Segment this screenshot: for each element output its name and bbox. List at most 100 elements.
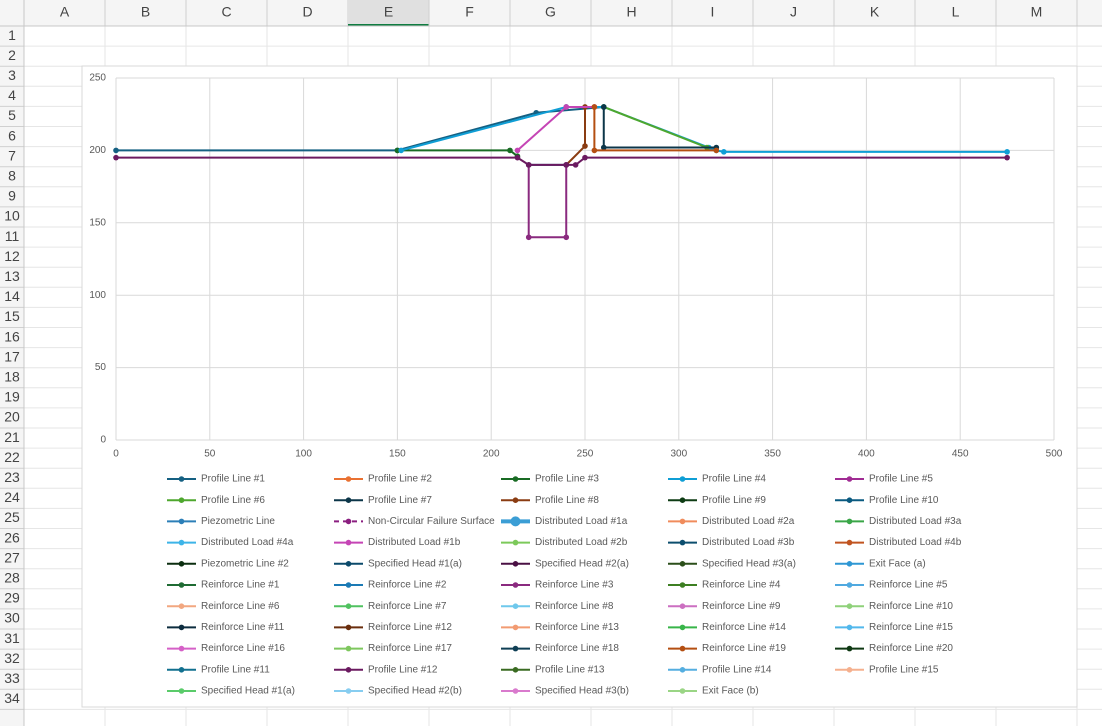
legend-label[interactable]: Distributed Load #4b [869,537,962,548]
column-header[interactable]: B [141,4,150,20]
legend-label[interactable]: Profile Line #13 [535,664,605,675]
column-header[interactable]: A [60,4,70,20]
column-header[interactable]: J [790,4,797,20]
legend-label[interactable]: Distributed Load #1b [368,537,461,548]
legend-label[interactable]: Non-Circular Failure Surface [368,516,495,527]
legend-label[interactable]: Reinforce Line #12 [368,622,452,633]
row-header[interactable]: 8 [8,167,16,183]
row-header[interactable]: 11 [5,228,20,244]
row-header[interactable]: 30 [4,610,20,626]
column-header[interactable]: F [465,4,474,20]
legend-label[interactable]: Profile Line #14 [702,664,772,675]
legend-label[interactable]: Profile Line #2 [368,474,432,485]
row-header[interactable]: 13 [4,268,20,284]
legend-label[interactable]: Reinforce Line #5 [869,580,948,591]
legend-label[interactable]: Specified Head #3(b) [535,686,629,697]
legend-label[interactable]: Reinforce Line #16 [201,643,285,654]
legend-label[interactable]: Reinforce Line #19 [702,643,786,654]
legend-label[interactable]: Specified Head #2(a) [535,558,629,569]
legend-label[interactable]: Reinforce Line #8 [535,601,614,612]
row-header[interactable]: 23 [4,469,20,485]
column-header[interactable]: H [626,4,636,20]
column-header[interactable]: E [384,4,393,20]
row-header[interactable]: 32 [4,650,20,666]
legend-label[interactable]: Distributed Load #4a [201,537,294,548]
legend-label[interactable]: Reinforce Line #20 [869,643,953,654]
row-header[interactable]: 15 [4,308,20,324]
column-header[interactable]: I [711,4,715,20]
legend-label[interactable]: Specified Head #2(b) [368,686,462,697]
chart-area[interactable] [81,65,1078,708]
legend-label[interactable]: Reinforce Line #15 [869,622,953,633]
legend-label[interactable]: Reinforce Line #17 [368,643,452,654]
legend-label[interactable]: Specified Head #1(a) [368,558,462,569]
row-header[interactable]: 16 [4,328,20,344]
legend-label[interactable]: Profile Line #15 [869,664,939,675]
legend-label[interactable]: Profile Line #8 [535,495,599,506]
legend-label[interactable]: Specified Head #1(a) [201,686,295,697]
row-header[interactable]: 34 [4,690,20,706]
legend-label[interactable]: Exit Face (a) [869,558,926,569]
legend-label[interactable]: Profile Line #7 [368,495,432,506]
row-header[interactable]: 27 [4,549,20,565]
row-header[interactable]: 31 [4,630,20,646]
legend-label[interactable]: Reinforce Line #4 [702,580,781,591]
legend-label[interactable]: Reinforce Line #2 [368,580,447,591]
column-header[interactable]: D [302,4,312,20]
legend-label[interactable]: Reinforce Line #3 [535,580,614,591]
legend-label[interactable]: Profile Line #3 [535,474,599,485]
legend-label[interactable]: Reinforce Line #6 [201,601,280,612]
row-header[interactable]: 3 [8,67,16,83]
legend-label[interactable]: Piezometric Line [201,516,275,527]
legend-label[interactable]: Profile Line #6 [201,495,265,506]
legend-label[interactable]: Reinforce Line #1 [201,580,280,591]
row-header[interactable]: 2 [8,47,16,63]
legend-label[interactable]: Exit Face (b) [702,686,759,697]
row-header[interactable]: 10 [4,208,20,224]
legend-label[interactable]: Profile Line #11 [201,664,270,675]
row-header[interactable]: 18 [4,368,20,384]
row-header[interactable]: 14 [4,288,20,304]
row-header[interactable]: 28 [4,569,20,585]
column-header[interactable]: K [870,4,880,20]
row-header[interactable]: 22 [4,449,20,465]
legend-label[interactable]: Profile Line #1 [201,474,265,485]
legend-label[interactable]: Profile Line #12 [368,664,438,675]
column-header[interactable]: M [1031,4,1043,20]
legend-label[interactable]: Reinforce Line #18 [535,643,619,654]
row-header[interactable]: 17 [4,348,20,364]
legend-label[interactable]: Distributed Load #3b [702,537,795,548]
column-header[interactable]: C [221,4,231,20]
legend-label[interactable]: Reinforce Line #9 [702,601,781,612]
legend-label[interactable]: Reinforce Line #11 [201,622,285,633]
row-header[interactable]: 21 [4,429,20,445]
legend-label[interactable]: Reinforce Line #10 [869,601,953,612]
row-header[interactable]: 1 [8,27,16,43]
row-header[interactable]: 12 [4,248,20,264]
legend-label[interactable]: Reinforce Line #14 [702,622,786,633]
legend-label[interactable]: Distributed Load #2a [702,516,795,527]
row-header[interactable]: 7 [8,147,16,163]
row-header[interactable]: 29 [4,590,20,606]
row-header[interactable]: 6 [8,127,16,143]
row-header[interactable]: 33 [4,670,20,686]
legend-label[interactable]: Specified Head #3(a) [702,558,796,569]
row-header[interactable]: 5 [8,107,16,123]
row-header[interactable]: 24 [4,489,20,505]
legend-label[interactable]: Distributed Load #1a [535,516,628,527]
row-header[interactable]: 4 [8,87,16,103]
column-header[interactable]: L [952,4,960,20]
legend-label[interactable]: Profile Line #5 [869,474,933,485]
row-header[interactable]: 19 [4,389,20,405]
legend-label[interactable]: Profile Line #4 [702,474,766,485]
column-header[interactable]: G [545,4,556,20]
legend-label[interactable]: Piezometric Line #2 [201,558,289,569]
legend-label[interactable]: Reinforce Line #7 [368,601,447,612]
legend-label[interactable]: Reinforce Line #13 [535,622,619,633]
legend-label[interactable]: Distributed Load #3a [869,516,962,527]
row-header[interactable]: 9 [8,188,16,204]
row-header[interactable]: 26 [4,529,20,545]
row-header[interactable]: 20 [4,409,20,425]
row-header[interactable]: 25 [4,509,20,525]
legend-label[interactable]: Profile Line #10 [869,495,939,506]
